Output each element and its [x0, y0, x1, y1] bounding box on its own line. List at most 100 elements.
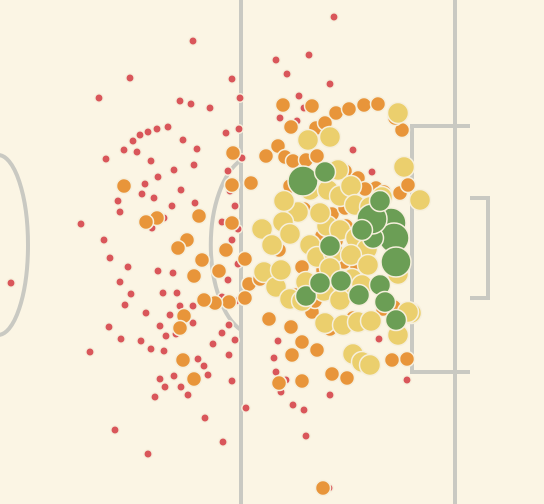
shot-point — [168, 268, 178, 278]
shot-point — [293, 372, 311, 390]
shot-point — [160, 382, 170, 392]
shot-point — [260, 310, 278, 328]
shot-point — [398, 350, 416, 368]
shot-point — [355, 96, 373, 114]
shot-point — [125, 73, 135, 83]
shot-point — [174, 351, 192, 369]
shot-point — [217, 328, 227, 338]
shot-point — [120, 300, 130, 310]
shot-point — [115, 277, 125, 287]
shot-point — [278, 222, 302, 246]
shot-point — [296, 128, 320, 152]
shot-point — [116, 334, 126, 344]
shot-point — [234, 124, 244, 134]
shot-point — [227, 74, 237, 84]
shot-point — [227, 376, 237, 386]
shot-point — [294, 91, 304, 101]
six-yard-box — [410, 124, 470, 374]
shot-point — [153, 172, 163, 182]
shot-point — [110, 425, 120, 435]
shot-point — [105, 253, 115, 263]
shot-point — [200, 413, 210, 423]
shot-point — [386, 101, 410, 125]
shot-point — [367, 167, 377, 177]
shot-point — [104, 322, 114, 332]
shot-point — [308, 147, 326, 165]
shot-point — [230, 201, 240, 211]
shot-point — [274, 96, 292, 114]
shot-point — [155, 374, 165, 384]
shot-point — [374, 334, 384, 344]
shot-point — [205, 103, 215, 113]
shot-point — [260, 233, 284, 257]
shot-point — [85, 347, 95, 357]
shot-point — [408, 188, 432, 212]
shot-point — [210, 262, 228, 280]
shot-point — [169, 239, 187, 257]
shot-point — [126, 289, 136, 299]
shot-point — [165, 310, 175, 320]
shot-point — [350, 218, 374, 242]
shot-point — [140, 179, 150, 189]
shot-point — [271, 55, 281, 65]
shot-point — [152, 124, 162, 134]
shot-point — [384, 308, 408, 332]
shot-point — [6, 278, 16, 288]
shot-point — [220, 293, 238, 311]
shot-point — [236, 289, 254, 307]
shot-point — [171, 319, 189, 337]
shot-point — [185, 370, 203, 388]
centre-circle — [0, 153, 30, 337]
shot-point — [359, 309, 383, 333]
shot-point — [223, 176, 241, 194]
shot-point — [235, 93, 245, 103]
shot-point — [272, 189, 296, 213]
shot-point — [193, 251, 211, 269]
shot-point — [318, 125, 342, 149]
shot-point — [190, 207, 208, 225]
shot-point — [369, 95, 387, 113]
shot-point — [308, 341, 326, 359]
shot-point — [275, 113, 285, 123]
shot-point — [304, 50, 314, 60]
shot-point — [402, 375, 412, 385]
shot-point — [329, 12, 339, 22]
shot-point — [303, 97, 321, 115]
shot-point — [223, 214, 241, 232]
shot-point — [159, 346, 169, 356]
shot-point — [161, 331, 171, 341]
shot-point — [273, 336, 283, 346]
shot-point — [223, 166, 233, 176]
shot-point — [282, 318, 300, 336]
shot-point — [241, 403, 251, 413]
goal-area — [470, 196, 490, 300]
shot-point — [115, 177, 133, 195]
shot-point — [399, 176, 417, 194]
shot-point — [250, 217, 274, 241]
shot-point — [293, 333, 311, 351]
shot-point — [189, 160, 199, 170]
shot-point — [155, 321, 165, 331]
shot-point — [318, 234, 342, 258]
shot-point — [294, 284, 318, 308]
shot-point — [282, 69, 292, 79]
shot-point — [287, 165, 319, 197]
shot-point — [76, 219, 86, 229]
shot-point — [325, 79, 335, 89]
shot-point — [183, 390, 193, 400]
shot-point — [128, 136, 138, 146]
shot-point — [113, 196, 123, 206]
shot-point — [383, 351, 401, 369]
shot-point — [257, 147, 275, 165]
shot-point — [94, 93, 104, 103]
shot-point — [218, 437, 228, 447]
shot-point — [101, 154, 111, 164]
shot-point — [136, 336, 146, 346]
shot-point — [340, 100, 358, 118]
shot-point — [373, 290, 397, 314]
shot-point — [328, 288, 352, 312]
shot-point — [188, 318, 198, 328]
shot-point — [223, 275, 233, 285]
